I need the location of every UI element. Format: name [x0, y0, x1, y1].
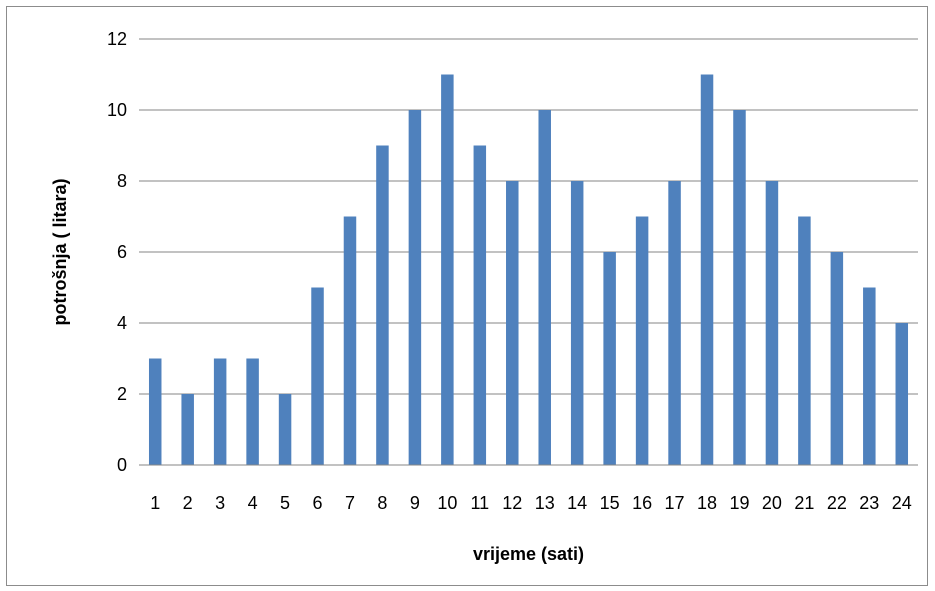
x-tick-label: 10	[437, 493, 457, 513]
y-tick-label: 6	[117, 242, 127, 262]
x-tick-label: 12	[502, 493, 522, 513]
x-tick-label: 24	[892, 493, 912, 513]
bar	[603, 252, 616, 465]
bar	[668, 181, 681, 465]
x-tick-label: 6	[313, 493, 323, 513]
x-axis-title: vrijeme (sati)	[473, 544, 584, 564]
x-tick-label: 15	[600, 493, 620, 513]
x-tick-label: 7	[345, 493, 355, 513]
bar	[765, 181, 779, 465]
bar	[830, 252, 844, 465]
bar	[700, 74, 714, 465]
x-tick-label: 11	[470, 493, 489, 513]
bar	[213, 358, 227, 465]
y-axis-title: potrošnja ( litara)	[50, 178, 70, 325]
x-tick-label: 2	[183, 493, 193, 513]
x-tick-label: 14	[567, 493, 587, 513]
bar	[733, 110, 746, 465]
x-tick-label: 17	[665, 493, 685, 513]
bar	[441, 74, 454, 465]
x-tick-labels: 1 2 3 4 5 6 7 8 9 10 11 12 13 14 15 16 17 18 19 20 21 22 23 24	[150, 493, 912, 513]
bar	[311, 287, 324, 465]
grid-lines	[139, 38, 918, 395]
bar	[506, 181, 519, 465]
x-tick-label: 23	[859, 493, 879, 513]
x-tick-label: 20	[762, 493, 782, 513]
x-tick-label: 16	[632, 493, 652, 513]
x-tick-label: 8	[377, 493, 387, 513]
y-tick-label: 12	[107, 29, 127, 49]
y-tick-label: 4	[117, 313, 127, 333]
y-tick-label: 2	[117, 384, 127, 404]
bar	[635, 216, 649, 465]
y-tick-labels: 0 2 4 6 8 10 12	[107, 29, 127, 475]
x-tick-label: 1	[150, 493, 160, 513]
x-tick-label: 19	[729, 493, 749, 513]
bar	[148, 358, 162, 465]
bar	[278, 394, 292, 465]
bar	[181, 394, 194, 465]
y-tick-label: 8	[117, 171, 127, 191]
x-tick-label: 3	[215, 493, 225, 513]
bar	[895, 323, 909, 465]
x-tick-label: 5	[280, 493, 290, 513]
bar	[538, 110, 551, 465]
bar	[570, 181, 584, 465]
bar	[408, 110, 422, 465]
y-tick-label: 10	[107, 100, 127, 120]
bars	[148, 74, 909, 465]
bar	[798, 216, 811, 465]
x-tick-label: 22	[827, 493, 847, 513]
x-tick-label: 13	[535, 493, 555, 513]
bar	[343, 216, 357, 465]
bar	[473, 145, 487, 465]
bar	[863, 287, 876, 465]
y-tick-label: 0	[117, 455, 127, 475]
bar	[376, 145, 389, 465]
x-tick-label: 21	[794, 493, 814, 513]
x-tick-label: 9	[410, 493, 420, 513]
x-tick-label: 4	[248, 493, 258, 513]
bar	[246, 358, 259, 465]
x-tick-label: 18	[697, 493, 717, 513]
